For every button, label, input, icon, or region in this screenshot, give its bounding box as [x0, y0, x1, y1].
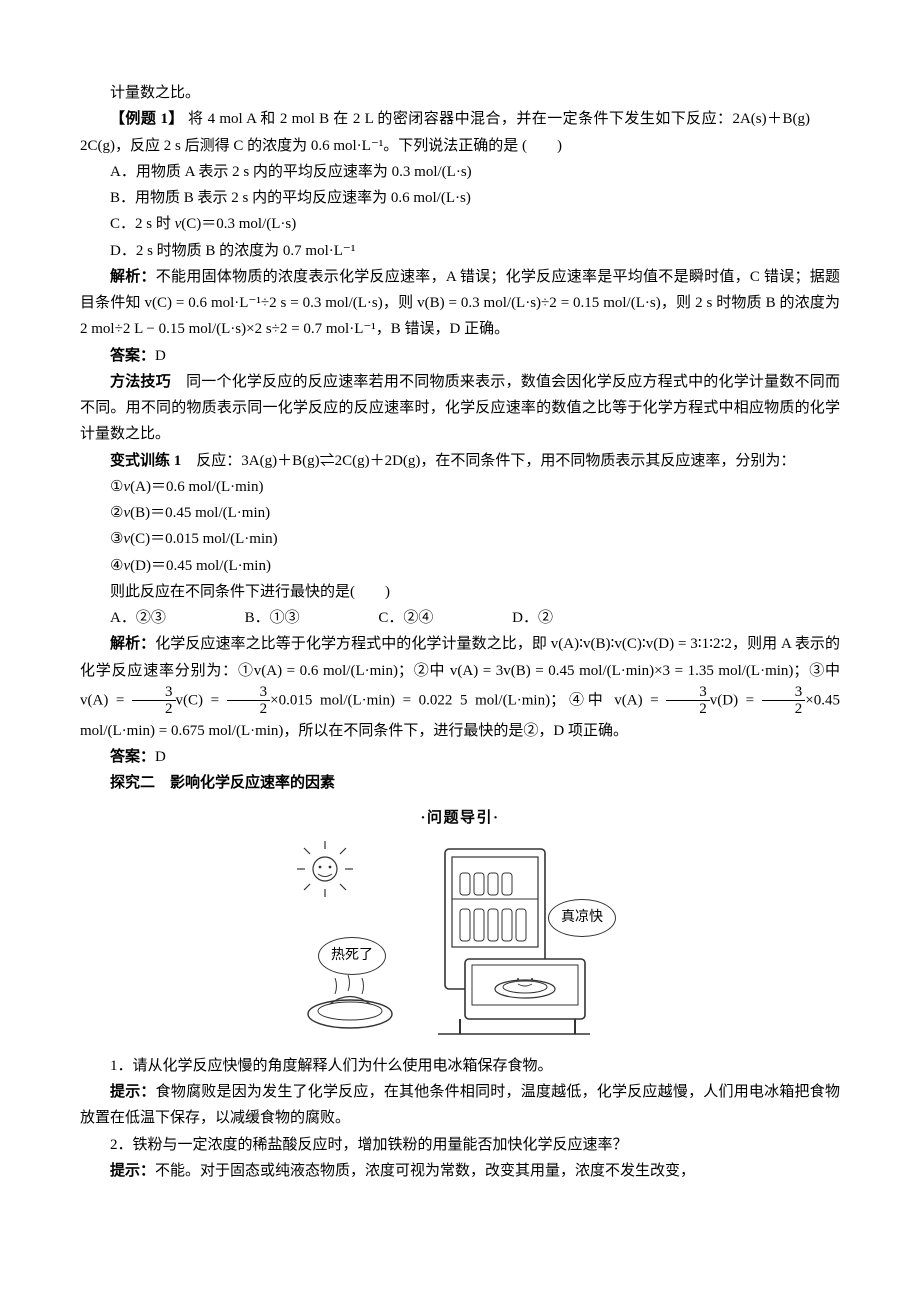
option-c-text: C．2 s 时 v(C)＝0.3 mol/(L·s) — [110, 216, 296, 232]
analysis-1: 解析：不能用固体物质的浓度表示化学反应速率，A 错误；化学反应速率是平均值不是瞬… — [80, 264, 840, 343]
analysis-1-label: 解析： — [110, 269, 156, 285]
analysis-2-label: 解析： — [110, 636, 155, 652]
answer-1: 答案：D — [80, 343, 840, 369]
option-c: C．2 s 时 v(C)＝0.3 mol/(L·s) — [80, 211, 840, 237]
leading-line: 计量数之比。 — [80, 80, 840, 106]
variation-1-question: 则此反应在不同条件下进行最快的是( ) — [80, 579, 840, 605]
example-1: 【例题 1】 将 4 mol A 和 2 mol B 在 2 L 的密闭容器中混… — [80, 106, 840, 159]
rate-1: ①v(A)＝0.6 mol/(L·min) — [80, 474, 840, 500]
lead-label: ·问题导引· — [80, 805, 840, 831]
rate-2: ②v(B)＝0.45 mol/(L·min) — [80, 500, 840, 526]
variation-1: 变式训练 1 反应：3A(g)＋B(g)⇌2C(g)＋2D(g)，在不同条件下，… — [80, 448, 840, 474]
question-1: 1．请从化学反应快慢的角度解释人们为什么使用电冰箱保存食物。 — [80, 1053, 840, 1079]
answer-2-label: 答案： — [110, 749, 155, 765]
analysis-2: 解析：化学反应速率之比等于化学方程式中的化学计量数之比，即 v(A)∶v(B)∶… — [80, 631, 840, 744]
question-2: 2．铁粉与一定浓度的稀盐酸反应时，增加铁粉的用量能否加快化学反应速率？ — [80, 1132, 840, 1158]
method-tip: 方法技巧 同一个化学反应的反应速率若用不同物质来表示，数值会因化学反应方程式中的… — [80, 369, 840, 448]
fraction-3-2-a: 32 — [132, 684, 176, 718]
rate-3: ③v(C)＝0.015 mol/(L·min) — [80, 526, 840, 552]
variation-1-options: A．②③ B．①③ C．②④ D．② — [80, 605, 840, 631]
option-b: B．用物质 B 表示 2 s 内的平均反应速率为 0.6 mol/(L·s) — [80, 185, 840, 211]
fraction-3-2-d: 32 — [762, 684, 806, 718]
hint-1-label: 提示： — [110, 1084, 156, 1100]
answer-2: 答案：D — [80, 744, 840, 770]
speech-bubble-cool: 真凉快 — [548, 899, 616, 938]
rate-4: ④v(D)＝0.45 mol/(L·min) — [80, 553, 840, 579]
illustration-fridge: 热死了 真凉快 — [290, 839, 630, 1049]
hint-2-label: 提示： — [110, 1163, 155, 1179]
speech-bubble-hot: 热死了 — [318, 937, 386, 976]
option-a: A．用物质 A 表示 2 s 内的平均反应速率为 0.3 mol/(L·s) — [80, 159, 840, 185]
option-d: D．2 s 时物质 B 的浓度为 0.7 mol·L⁻¹ — [80, 238, 840, 264]
hint-1: 提示：食物腐败是因为发生了化学反应，在其他条件相同时，温度越低，化学反应越慢，人… — [80, 1079, 840, 1132]
example-1-label: 【例题 1】 — [110, 111, 184, 127]
method-tip-label: 方法技巧 — [110, 374, 171, 390]
fraction-3-2-c: 32 — [666, 684, 710, 718]
variation-1-label: 变式训练 1 — [110, 453, 181, 469]
fraction-3-2-b: 32 — [227, 684, 271, 718]
answer-1-label: 答案： — [110, 348, 155, 364]
hint-2: 提示：不能。对于固态或纯液态物质，浓度可视为常数，改变其用量，浓度不发生改变， — [80, 1158, 840, 1184]
inquiry-2-title: 探究二 影响化学反应速率的因素 — [80, 770, 840, 796]
